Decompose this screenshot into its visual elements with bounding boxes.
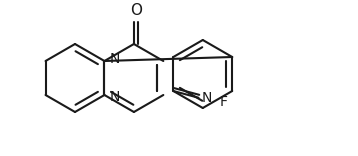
Text: N: N xyxy=(202,91,212,105)
Text: O: O xyxy=(130,3,142,18)
Text: F: F xyxy=(219,95,227,109)
Text: N: N xyxy=(110,52,120,66)
Text: N: N xyxy=(110,90,120,104)
